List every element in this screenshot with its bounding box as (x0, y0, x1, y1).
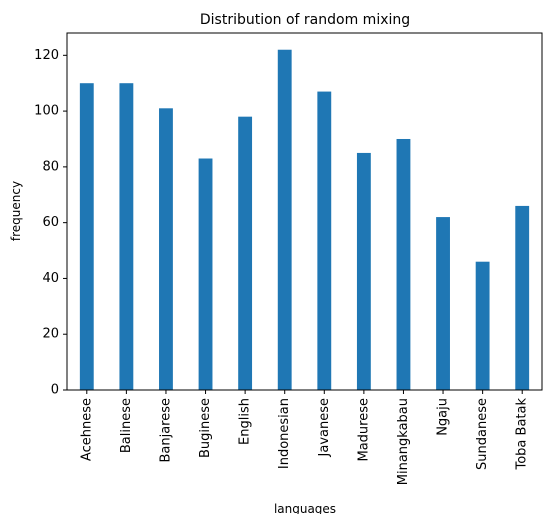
y-axis: 0 20 40 60 80 100 120 (34, 48, 67, 398)
bar-minangkabau (396, 138, 411, 390)
x-tick-label: Minangkabau (396, 398, 411, 485)
y-axis-label: frequency (9, 181, 23, 241)
x-tick-label: Sundanese (475, 398, 490, 470)
bar-balinese (119, 83, 134, 390)
bar-indonesian (277, 49, 292, 390)
x-tick-label: Javanese (317, 398, 332, 457)
bar-banjarese (159, 108, 173, 390)
bar-ngaju (436, 217, 450, 390)
x-tick-label: Buginese (198, 398, 213, 458)
bar-buginese (198, 158, 213, 390)
y-tick-label: 60 (42, 215, 59, 230)
x-tick-label: Ngaju (436, 398, 451, 436)
bar-javanese (317, 91, 332, 390)
y-tick-label: 0 (51, 383, 59, 398)
x-axis-label: languages (274, 502, 336, 514)
chart-title: Distribution of random mixing (200, 12, 410, 28)
y-tick-label: 80 (42, 159, 59, 174)
bar-sundanese (475, 261, 490, 390)
x-axis: Acehnese Balinese Banjarese Buginese English… (79, 390, 530, 485)
bar-english (238, 116, 253, 390)
y-tick-label: 120 (34, 48, 59, 63)
x-tick-label: English (238, 398, 253, 445)
plot-frame (66, 32, 543, 391)
y-tick-label: 100 (34, 104, 59, 119)
bar-acehnese (79, 83, 94, 390)
y-tick-label: 40 (42, 271, 59, 286)
x-tick-label: Toba Batak (515, 398, 530, 471)
x-tick-label: Banjarese (158, 398, 173, 463)
bar-toba-batak (515, 205, 530, 390)
x-tick-label: Indonesian (277, 398, 292, 469)
y-tick-label: 20 (42, 327, 59, 342)
x-tick-label: Acehnese (79, 398, 94, 461)
bar-madurese (356, 152, 371, 390)
x-tick-label: Balinese (119, 398, 134, 453)
x-tick-label: Madurese (356, 398, 371, 462)
bars-group (79, 49, 530, 390)
